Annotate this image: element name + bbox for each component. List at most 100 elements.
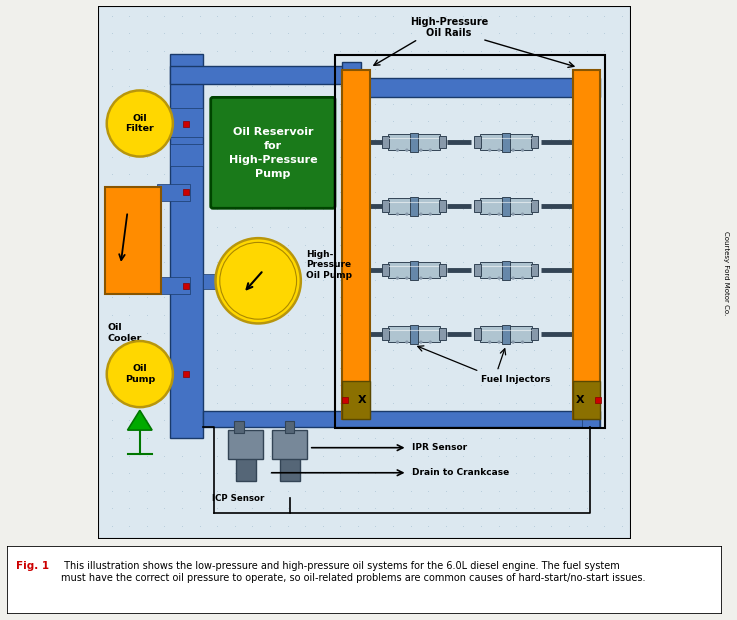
Circle shape bbox=[429, 340, 432, 343]
Bar bbox=[502, 133, 510, 151]
Circle shape bbox=[107, 91, 173, 157]
Text: Drain to Crankcase: Drain to Crankcase bbox=[412, 468, 509, 477]
Circle shape bbox=[497, 277, 500, 280]
Bar bbox=[474, 136, 481, 148]
Circle shape bbox=[419, 213, 422, 216]
Bar bbox=[582, 419, 599, 427]
Bar bbox=[573, 381, 601, 419]
Bar bbox=[342, 70, 370, 419]
Text: Oil
Cooler: Oil Cooler bbox=[108, 324, 142, 343]
Bar bbox=[531, 264, 538, 277]
Text: This illustration shows the low-pressure and high-pressure oil systems for the 6: This illustration shows the low-pressure… bbox=[61, 560, 646, 583]
Circle shape bbox=[488, 149, 492, 152]
Circle shape bbox=[405, 149, 408, 152]
Bar bbox=[342, 78, 601, 97]
Text: Courtesy Ford Motor Co.: Courtesy Ford Motor Co. bbox=[723, 231, 729, 315]
Circle shape bbox=[488, 340, 492, 343]
Bar bbox=[410, 133, 418, 151]
Bar bbox=[342, 62, 360, 84]
Bar bbox=[481, 134, 532, 150]
Circle shape bbox=[521, 340, 524, 343]
Bar bbox=[388, 262, 440, 278]
Circle shape bbox=[396, 277, 399, 280]
Bar bbox=[335, 55, 605, 428]
Text: Fuel Injectors: Fuel Injectors bbox=[481, 375, 551, 384]
Circle shape bbox=[511, 213, 514, 216]
Circle shape bbox=[488, 213, 492, 216]
Bar bbox=[388, 326, 440, 342]
Bar bbox=[382, 200, 389, 212]
Bar bbox=[203, 274, 269, 289]
Bar bbox=[531, 200, 538, 212]
Circle shape bbox=[488, 277, 492, 280]
Circle shape bbox=[521, 149, 524, 152]
Bar bbox=[170, 66, 343, 84]
Bar bbox=[203, 412, 601, 427]
Circle shape bbox=[419, 277, 422, 280]
Bar bbox=[474, 264, 481, 277]
Text: Fig. 1: Fig. 1 bbox=[16, 560, 49, 570]
Circle shape bbox=[511, 149, 514, 152]
Bar bbox=[531, 136, 538, 148]
Text: IPR Sensor: IPR Sensor bbox=[412, 443, 467, 452]
Circle shape bbox=[405, 340, 408, 343]
Circle shape bbox=[396, 149, 399, 152]
Circle shape bbox=[419, 340, 422, 343]
Circle shape bbox=[497, 340, 500, 343]
Text: Oil
Pump: Oil Pump bbox=[125, 365, 155, 384]
Bar bbox=[234, 421, 244, 433]
Bar bbox=[474, 200, 481, 212]
Bar bbox=[284, 421, 295, 433]
Bar bbox=[573, 70, 601, 419]
Text: ICP Sensor: ICP Sensor bbox=[212, 494, 264, 503]
Circle shape bbox=[215, 238, 301, 324]
Circle shape bbox=[405, 277, 408, 280]
Bar bbox=[342, 381, 370, 419]
Circle shape bbox=[396, 340, 399, 343]
Bar bbox=[502, 261, 510, 280]
Circle shape bbox=[396, 213, 399, 216]
Bar bbox=[502, 197, 510, 216]
Circle shape bbox=[220, 242, 296, 319]
Bar bbox=[481, 198, 532, 214]
Circle shape bbox=[429, 277, 432, 280]
Bar bbox=[388, 198, 440, 214]
Bar bbox=[236, 457, 256, 480]
Bar bbox=[531, 328, 538, 340]
Text: X: X bbox=[576, 395, 584, 405]
Bar bbox=[272, 430, 307, 459]
Bar bbox=[382, 328, 389, 340]
Bar bbox=[410, 197, 418, 216]
Circle shape bbox=[511, 277, 514, 280]
Circle shape bbox=[107, 341, 173, 407]
Bar bbox=[382, 264, 389, 277]
Circle shape bbox=[521, 213, 524, 216]
Bar bbox=[388, 134, 440, 150]
Circle shape bbox=[497, 149, 500, 152]
Bar bbox=[410, 325, 418, 343]
Bar bbox=[157, 277, 190, 294]
Circle shape bbox=[497, 213, 500, 216]
Bar bbox=[157, 184, 190, 201]
Bar bbox=[105, 187, 161, 294]
Bar bbox=[481, 326, 532, 342]
Bar bbox=[170, 144, 203, 166]
Bar bbox=[502, 325, 510, 343]
Circle shape bbox=[521, 277, 524, 280]
Text: Oil
Filter: Oil Filter bbox=[125, 114, 154, 133]
Bar bbox=[228, 430, 263, 459]
Text: Oil Reservoir
for
High-Pressure
Pump: Oil Reservoir for High-Pressure Pump bbox=[228, 127, 318, 179]
Bar bbox=[439, 200, 446, 212]
Bar bbox=[279, 457, 300, 480]
Circle shape bbox=[429, 213, 432, 216]
Bar bbox=[439, 328, 446, 340]
Circle shape bbox=[511, 340, 514, 343]
Text: High-
Pressure
Oil Pump: High- Pressure Oil Pump bbox=[306, 250, 352, 280]
Bar bbox=[249, 173, 266, 206]
Bar bbox=[439, 264, 446, 277]
Bar bbox=[170, 107, 203, 137]
Circle shape bbox=[419, 149, 422, 152]
FancyBboxPatch shape bbox=[211, 97, 335, 208]
Text: High-Pressure
Oil Rails: High-Pressure Oil Rails bbox=[410, 17, 488, 38]
Bar bbox=[382, 136, 389, 148]
